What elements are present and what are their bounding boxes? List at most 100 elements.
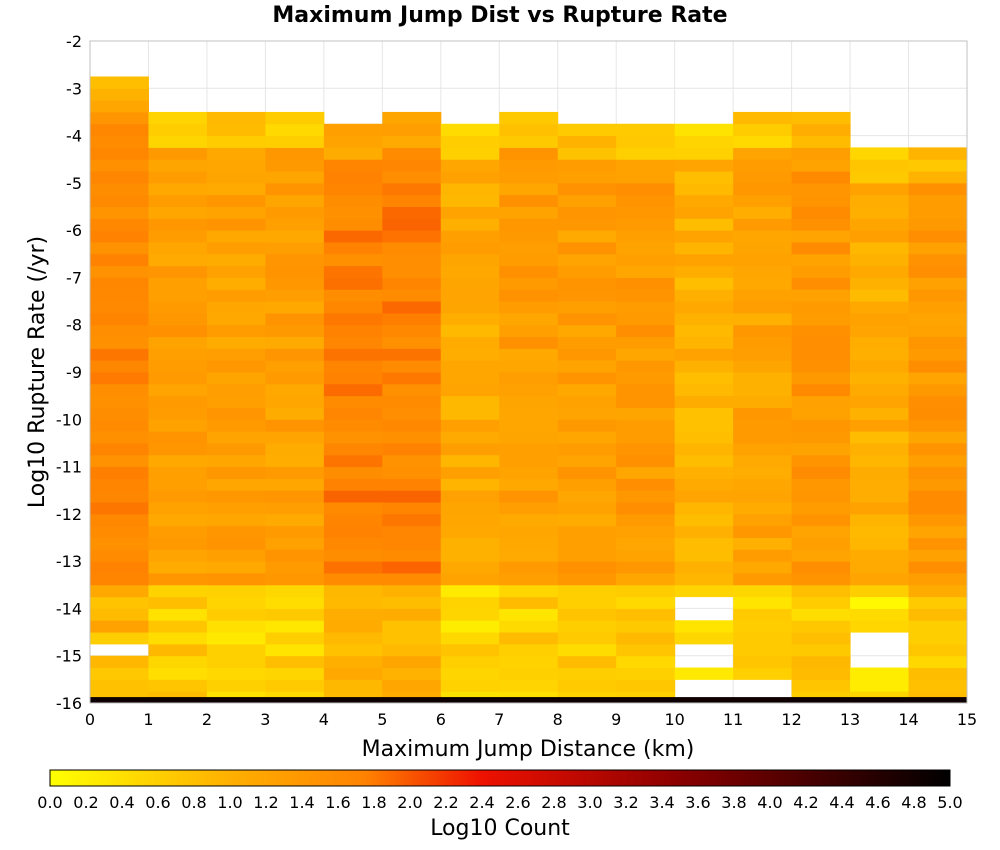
heatmap-cell <box>440 348 500 361</box>
heatmap-cell <box>733 372 793 385</box>
heatmap-cell <box>499 442 559 456</box>
heatmap-cell <box>499 419 559 432</box>
heatmap-cell <box>733 289 793 302</box>
heatmap-cell <box>616 395 676 408</box>
heatmap-cell <box>90 442 149 456</box>
heatmap-cell <box>323 655 383 669</box>
heatmap-cell <box>206 596 266 609</box>
heatmap-cell <box>733 265 793 278</box>
heatmap-cell <box>616 608 676 621</box>
heatmap-cell <box>616 289 676 302</box>
heatmap-cell <box>908 620 968 633</box>
heatmap-cell <box>616 572 676 586</box>
heatmap-cell <box>499 608 559 621</box>
heatmap-cell <box>499 620 559 633</box>
heatmap-cell <box>323 643 383 657</box>
heatmap-cell <box>791 679 851 692</box>
heatmap-cell <box>499 525 559 538</box>
heatmap-cell <box>674 206 734 219</box>
heatmap-cell <box>206 312 266 326</box>
y-tick-label: -11 <box>56 458 82 477</box>
x-tick-label: 0 <box>85 710 95 729</box>
heatmap-cell <box>499 312 559 326</box>
heatmap-cell <box>148 111 208 125</box>
heatmap-cell <box>557 147 617 160</box>
heatmap-cell <box>148 348 208 361</box>
colorbar-tick-label: 3.6 <box>685 793 710 812</box>
colorbar-tick-label: 2.8 <box>541 793 566 812</box>
heatmap-cell <box>908 312 968 326</box>
heatmap-cell <box>90 360 149 373</box>
heatmap-cell <box>206 218 266 231</box>
heatmap-cell <box>323 596 383 609</box>
heatmap-cell <box>557 572 617 586</box>
heatmap-cell <box>440 632 500 645</box>
heatmap-cell <box>616 372 676 385</box>
heatmap-cell <box>616 194 676 207</box>
heatmap-cell <box>148 513 208 527</box>
heatmap-cell <box>557 265 617 278</box>
heatmap-cell <box>148 407 208 420</box>
heatmap-cell <box>148 360 208 373</box>
heatmap-cell <box>733 513 793 527</box>
heatmap-cell <box>733 584 793 598</box>
heatmap-cell <box>90 537 149 550</box>
heatmap-cell <box>265 182 325 196</box>
heatmap-cell <box>90 490 149 503</box>
heatmap-cell <box>791 620 851 633</box>
heatmap-cell <box>90 301 149 314</box>
y-tick-label: -4 <box>66 127 82 146</box>
heatmap-cell <box>265 135 325 148</box>
heatmap-cell <box>791 336 851 349</box>
heatmap-cell <box>850 230 910 243</box>
x-axis-label: Maximum Jump Distance (km) <box>362 737 695 762</box>
heatmap-cell <box>557 206 617 219</box>
heatmap-cell <box>206 171 266 184</box>
heatmap-cell <box>440 265 500 278</box>
colorbar-ticks: 0.0 0.2 0.4 0.6 0.8 1.0 1.2 1.4 1.6 1.8 2.0 2.2 2.4 2… <box>37 793 962 812</box>
heatmap-cell <box>323 419 383 432</box>
heatmap-cell <box>850 596 910 609</box>
heatmap-cell <box>557 230 617 243</box>
heatmap-cell <box>616 478 676 491</box>
heatmap-cell <box>499 632 559 645</box>
heatmap-cell <box>440 584 500 598</box>
heatmap-cell <box>382 442 442 456</box>
heatmap-cell <box>908 324 968 338</box>
x-tick-label: 1 <box>143 710 153 729</box>
heatmap-cell <box>323 502 383 515</box>
heatmap-cell <box>206 182 266 196</box>
heatmap-cell <box>90 478 149 491</box>
y-axis-label: Log10 Rupture Rate (/yr) <box>25 236 50 508</box>
heatmap-cell <box>148 679 208 692</box>
heatmap-cell <box>850 407 910 420</box>
heatmap-cell <box>323 182 383 196</box>
heatmap-cell <box>323 336 383 349</box>
heatmap-cell <box>440 431 500 444</box>
heatmap-cell <box>557 253 617 267</box>
heatmap-cell <box>382 478 442 491</box>
heatmap-cell <box>616 301 676 314</box>
heatmap-cell <box>382 667 442 680</box>
heatmap-cell <box>323 561 383 574</box>
heatmap-cell <box>791 123 851 137</box>
heatmap-cell <box>148 123 208 137</box>
heatmap-cell <box>265 395 325 408</box>
heatmap-cell <box>557 643 617 657</box>
heatmap-cell <box>90 655 149 669</box>
heatmap-cell <box>616 348 676 361</box>
heatmap-cell <box>440 312 500 326</box>
heatmap-cell <box>733 348 793 361</box>
heatmap-cell <box>90 561 149 574</box>
heatmap-cell <box>90 419 149 432</box>
heatmap-cell <box>616 159 676 172</box>
heatmap-cell <box>265 253 325 267</box>
heatmap-cell <box>90 513 149 527</box>
heatmap-cell <box>908 549 968 562</box>
heatmap-cell <box>382 502 442 515</box>
heatmap-cell <box>265 679 325 692</box>
heatmap-cell <box>148 230 208 243</box>
heatmap-cell <box>908 253 968 267</box>
colorbar-tick-label: 4.0 <box>757 793 782 812</box>
heatmap-cell <box>850 513 910 527</box>
